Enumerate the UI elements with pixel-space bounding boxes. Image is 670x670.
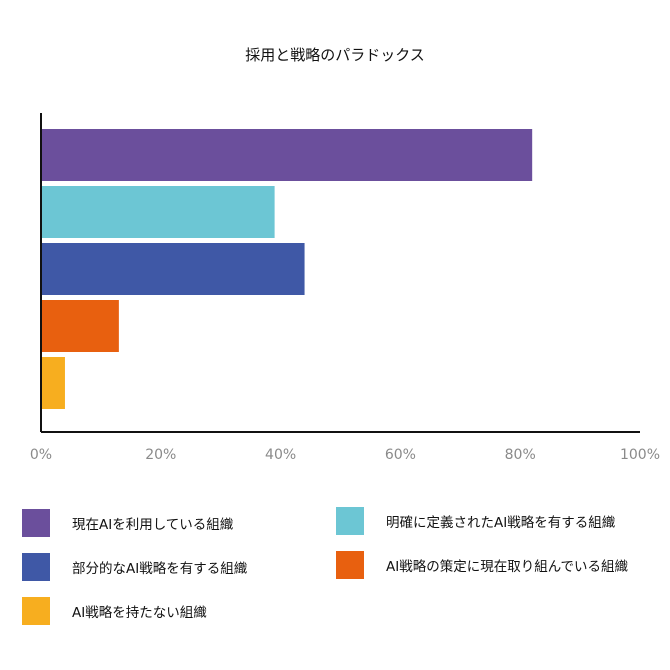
- x-tick-label: 40%: [265, 447, 296, 463]
- legend-item-4: AI戦略の策定に現在取り組んでいる組織: [336, 551, 628, 579]
- bar-2: [41, 186, 275, 238]
- x-tick-label: 80%: [505, 447, 536, 463]
- legend-label-4: AI戦略の策定に現在取り組んでいる組織: [386, 559, 629, 575]
- legend-label-5: AI戦略を持たない組織: [72, 605, 207, 621]
- legend-swatch-2: [336, 507, 364, 535]
- bar-4: [41, 300, 119, 352]
- x-tick-labels: 0% 20% 40% 60% 80% 100%: [30, 447, 660, 463]
- legend-swatch-3: [22, 553, 50, 581]
- legend-item-3: 部分的なAI戦略を有する組織: [22, 553, 247, 581]
- chart-title: 採用と戦略のパラドックス: [245, 46, 425, 64]
- legend-item-1: 現在AIを利用している組織: [22, 509, 233, 537]
- bars-group: [41, 129, 533, 409]
- legend-swatch-4: [336, 551, 364, 579]
- legend-label-3: 部分的なAI戦略を有する組織: [72, 561, 248, 577]
- legend-label-2: 明確に定義されたAI戦略を有する組織: [386, 515, 616, 531]
- bar-5: [41, 357, 65, 409]
- bar-3: [41, 243, 305, 295]
- x-tick-label: 100%: [620, 447, 660, 463]
- legend-item-5: AI戦略を持たない組織: [22, 597, 207, 625]
- legend-swatch-1: [22, 509, 50, 537]
- x-tick-label: 60%: [385, 447, 416, 463]
- x-tick-label: 20%: [145, 447, 176, 463]
- legend-label-1: 現在AIを利用している組織: [72, 517, 234, 533]
- legend-item-2: 明確に定義されたAI戦略を有する組織: [336, 507, 615, 535]
- bar-1: [41, 129, 533, 181]
- x-tick-label: 0%: [30, 447, 52, 463]
- legend-swatch-5: [22, 597, 50, 625]
